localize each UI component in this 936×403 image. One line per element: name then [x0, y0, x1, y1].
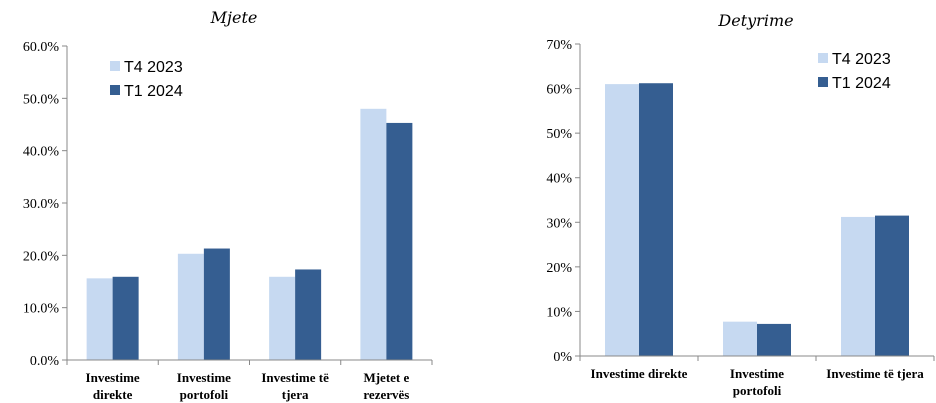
y-axis: 0% 10% 20% 30% 40% 50% 60% 70%: [546, 38, 581, 365]
x-tick-label: Investime të tjera: [826, 366, 924, 381]
legend: T4 2023 T1 2024: [818, 51, 891, 92]
bar-t4-2023: [605, 84, 639, 356]
x-tick-label: Investime: [177, 370, 231, 385]
bar-t1-2024: [112, 276, 139, 360]
x-tick-label: portofoli: [180, 387, 229, 402]
bar-t1-2024: [875, 215, 909, 356]
bar-t4-2023: [723, 321, 757, 356]
bar-t1-2024: [639, 83, 673, 357]
legend-swatch-t1-2024: [818, 77, 828, 87]
x-axis: Investime direkte Investime portofoli Invest…: [66, 359, 433, 402]
legend-swatch-t4-2023: [818, 53, 828, 63]
y-tick-label: 20%: [546, 261, 572, 276]
y-tick-label: 30%: [546, 216, 572, 231]
bar-t1-2024: [757, 323, 791, 356]
legend-swatch-t1-2024: [110, 85, 120, 95]
bar-t4-2023: [360, 108, 387, 360]
bar-t1-2024: [386, 122, 413, 361]
y-tick-label: 40.0%: [23, 145, 60, 160]
y-tick-label: 10%: [546, 305, 572, 320]
bars: [605, 83, 909, 357]
bar-t4-2023: [86, 278, 113, 360]
y-tick-label: 40%: [546, 172, 572, 187]
x-tick-label: Mjetet e: [363, 370, 409, 385]
y-tick-label: 70%: [546, 38, 572, 53]
y-axis: 0.0% 10.0% 20.0% 30.0% 40.0% 50.0% 60.0%: [23, 40, 68, 369]
x-axis: Investime direkte Investime portofoli Inves…: [579, 355, 935, 398]
bars: [86, 108, 413, 361]
chart-title: Detyrime: [717, 11, 793, 30]
y-tick-label: 30.0%: [23, 197, 60, 212]
y-tick-label: 10.0%: [23, 302, 60, 317]
x-tick-label: rezervës: [363, 387, 409, 402]
x-tick-label: Investime: [730, 366, 784, 381]
y-tick-label: 60%: [546, 83, 572, 98]
bar-t1-2024: [203, 248, 230, 360]
x-tick-label: Investime të: [261, 370, 329, 385]
bar-t4-2023: [177, 253, 204, 360]
legend-label-t1-2024: T1 2024: [124, 83, 183, 100]
y-tick-label: 20.0%: [23, 249, 60, 264]
legend: T4 2023 T1 2024: [110, 59, 183, 100]
x-tick-label: direkte: [93, 387, 133, 402]
x-tick-label: tjera: [282, 387, 309, 402]
y-tick-label: 60.0%: [23, 40, 60, 55]
y-tick-label: 50.0%: [23, 92, 60, 107]
legend-label-t4-2023: T4 2023: [832, 51, 891, 68]
legend-label-t1-2024: T1 2024: [832, 75, 891, 92]
y-tick-label: 0%: [553, 350, 572, 365]
bar-t4-2023: [841, 216, 875, 356]
x-tick-label: Investime: [86, 370, 140, 385]
y-tick-label: 50%: [546, 127, 572, 142]
legend-label-t4-2023: T4 2023: [124, 59, 183, 76]
x-tick-label: portofoli: [733, 383, 782, 398]
y-tick-label: 0.0%: [30, 354, 60, 369]
chart-mjete: Mjete 0.0% 10.0% 20.0% 30.0% 40.0% 50.0% 60.0%…: [23, 8, 433, 402]
bar-t1-2024: [295, 269, 322, 360]
legend-swatch-t4-2023: [110, 61, 120, 71]
chart-detyrime: Detyrime 0% 10% 20% 30% 40% 50% 60% 70% Investi…: [546, 11, 935, 398]
x-tick-label: Investime direkte: [591, 366, 688, 381]
chart-title: Mjete: [210, 8, 258, 27]
bar-t4-2023: [269, 276, 296, 360]
